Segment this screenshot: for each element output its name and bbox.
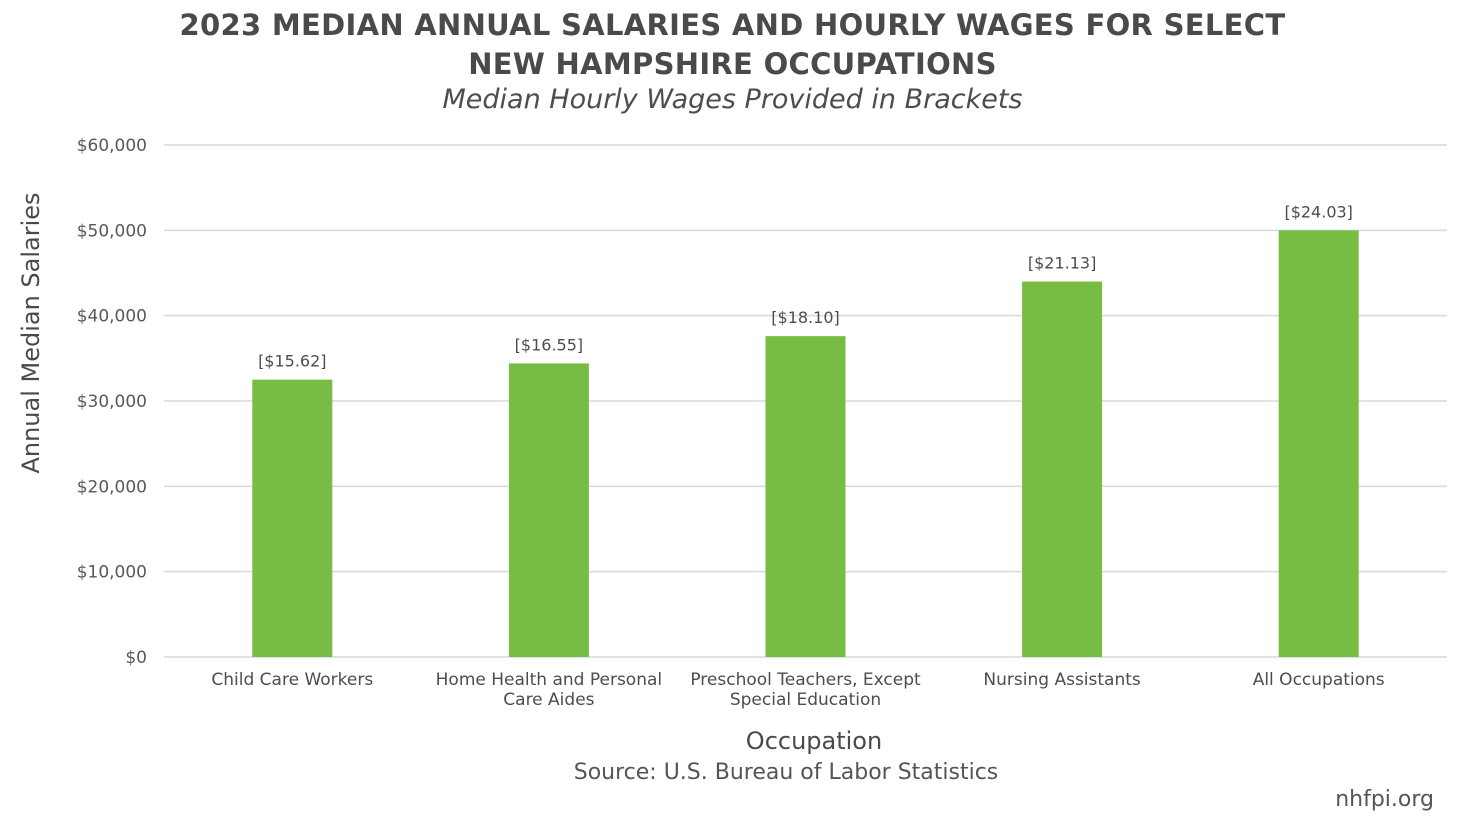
x-tick-label: Special Education bbox=[730, 690, 881, 710]
y-tick-label: $50,000 bbox=[77, 221, 147, 241]
y-tick-label: $20,000 bbox=[77, 477, 147, 497]
y-tick-label: $60,000 bbox=[77, 136, 147, 156]
bar bbox=[252, 379, 333, 657]
x-tick-label: Care Aides bbox=[503, 690, 594, 710]
data-label: [$21.13] bbox=[1028, 254, 1096, 273]
chart-title-line-1: 2023 MEDIAN ANNUAL SALARIES AND HOURLY W… bbox=[179, 8, 1286, 42]
y-tick-label: $10,000 bbox=[77, 563, 147, 583]
x-axis-title: Occupation bbox=[746, 727, 882, 755]
chart-title-line-2: NEW HAMPSHIRE OCCUPATIONS bbox=[468, 47, 997, 81]
x-tick-label: Home Health and Personal bbox=[436, 670, 663, 690]
y-axis-title: Annual Median Salaries bbox=[17, 192, 45, 473]
x-tick-label: Preschool Teachers, Except bbox=[690, 670, 921, 690]
x-tick-label: Nursing Assistants bbox=[983, 670, 1140, 690]
x-tick-label: Child Care Workers bbox=[211, 670, 373, 690]
source-note: Source: U.S. Bureau of Labor Statistics bbox=[573, 760, 999, 785]
data-label: [$18.10] bbox=[771, 308, 839, 327]
data-label: [$15.62] bbox=[258, 352, 326, 371]
y-tick-label: $30,000 bbox=[77, 392, 147, 412]
bar bbox=[508, 363, 589, 657]
x-tick-label: All Occupations bbox=[1253, 670, 1385, 690]
bar bbox=[1278, 230, 1359, 658]
data-label: [$24.03] bbox=[1284, 202, 1352, 221]
bar bbox=[1022, 281, 1103, 657]
site-credit: nhfpi.org bbox=[1335, 787, 1434, 812]
chart-subtitle: Median Hourly Wages Provided in Brackets bbox=[442, 84, 1023, 115]
y-tick-label: $0 bbox=[125, 648, 147, 668]
y-tick-label: $40,000 bbox=[77, 307, 147, 327]
bar bbox=[765, 336, 846, 657]
data-label: [$16.55] bbox=[515, 335, 583, 354]
